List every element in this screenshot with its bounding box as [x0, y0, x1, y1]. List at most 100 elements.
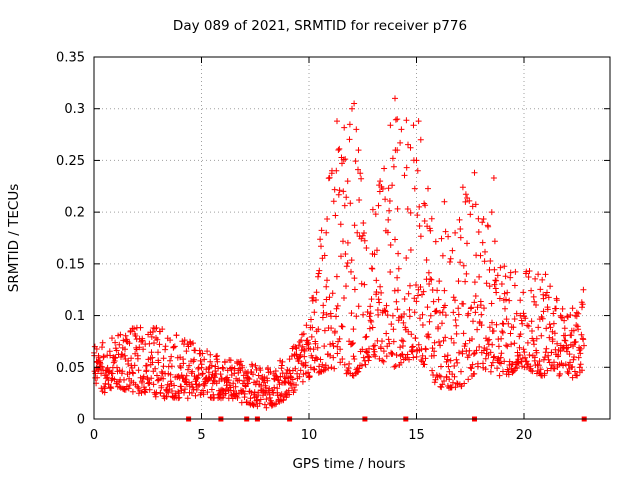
data-point: [291, 387, 298, 393]
data-point: [521, 349, 528, 356]
data-point: [401, 311, 408, 317]
data-point: [501, 358, 508, 365]
data-point: [516, 352, 523, 358]
data-point: [442, 312, 449, 319]
data-point: [317, 236, 324, 243]
data-point: [263, 396, 270, 403]
data-point: [208, 362, 215, 369]
data-point: [374, 247, 380, 254]
data-point: [339, 160, 345, 167]
data-point: [320, 302, 327, 309]
data-point: [352, 158, 359, 165]
data-series-srmtid: [91, 95, 587, 411]
data-point: [379, 185, 386, 192]
data-point: [251, 389, 258, 396]
data-point: [278, 362, 285, 369]
data-point: [121, 352, 128, 359]
data-point: [343, 263, 350, 270]
axis-ticks: 0 0.05 0.1 0.15 0.2 0.25 0.3 0.35 0 5 10 15 20: [56, 51, 610, 443]
data-point: [394, 274, 401, 281]
data-point: [360, 354, 367, 361]
data-point: [525, 323, 532, 330]
data-point: [490, 328, 497, 334]
data-point: [184, 395, 191, 402]
data-point: [572, 338, 579, 345]
data-point: [439, 320, 445, 327]
data-point: [204, 348, 211, 355]
data-point: [98, 370, 105, 377]
data-point: [441, 198, 448, 205]
data-point: [112, 339, 119, 346]
data-point: [548, 349, 555, 356]
data-point: [543, 345, 550, 352]
data-point: [199, 350, 206, 357]
data-point: [129, 388, 136, 395]
data-point: [437, 342, 444, 349]
data-point: [256, 400, 263, 407]
data-point: [167, 378, 174, 385]
data-point: [411, 185, 418, 192]
data-point: [502, 273, 509, 280]
data-point: [362, 334, 369, 341]
data-point: [565, 344, 572, 351]
data-point: [355, 303, 362, 310]
data-point: [94, 374, 101, 381]
data-point: [425, 185, 431, 192]
data-point: [569, 305, 576, 312]
data-point: [309, 324, 316, 331]
data-point: [227, 357, 234, 364]
data-point: [450, 379, 456, 386]
data-point: [539, 276, 546, 283]
data-point: [323, 296, 330, 303]
data-point: [384, 312, 391, 319]
data-point: [445, 233, 452, 240]
data-point: [508, 341, 515, 348]
data-point: [159, 326, 166, 333]
data-point: [307, 364, 314, 371]
data-point: [287, 373, 294, 380]
data-point: [196, 347, 203, 354]
data-point: [452, 317, 459, 323]
data-point: [501, 263, 508, 270]
data-point: [493, 289, 500, 296]
data-point: [135, 385, 142, 392]
data-point: [426, 318, 433, 325]
data-point: [122, 332, 129, 339]
data-point: [297, 351, 304, 358]
data-point: [389, 155, 396, 162]
data-point: [417, 136, 424, 143]
data-point: [425, 331, 432, 338]
data-point: [536, 358, 543, 365]
data-point: [315, 270, 322, 277]
data-point: [407, 247, 414, 253]
data-point: [230, 380, 237, 387]
data-point: [580, 336, 587, 343]
data-point: [190, 386, 197, 393]
data-point: [471, 370, 478, 377]
data-point: [457, 259, 464, 266]
data-point: [441, 287, 448, 294]
data-point: [407, 144, 414, 151]
data-point: [301, 353, 308, 360]
data-point: [190, 340, 196, 347]
data-point: [355, 147, 362, 154]
data-point: [561, 337, 568, 344]
data-point: [450, 339, 457, 346]
data-point: [473, 347, 480, 354]
data-point: [497, 354, 504, 361]
data-point: [358, 175, 365, 182]
data-point: [196, 381, 203, 388]
data-point: [331, 365, 338, 372]
data-point: [386, 207, 393, 214]
data-point: [176, 394, 183, 401]
data-point: [308, 333, 315, 340]
data-point: [333, 305, 340, 312]
data-point: [299, 378, 306, 385]
data-point: [512, 268, 519, 275]
data-point: [408, 331, 415, 338]
data-point: [324, 216, 331, 222]
data-point: [145, 380, 152, 387]
data-point: [468, 304, 475, 311]
data-point: [476, 273, 483, 280]
